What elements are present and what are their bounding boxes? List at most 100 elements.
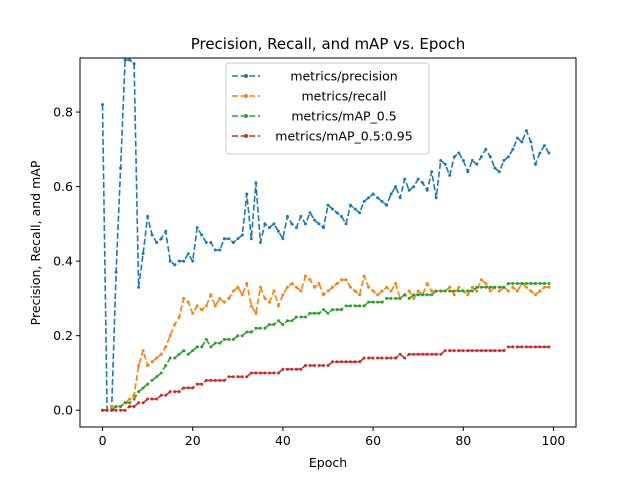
- data-point: [389, 192, 393, 196]
- data-point: [524, 129, 528, 133]
- data-point: [304, 222, 307, 226]
- data-point: [331, 308, 334, 312]
- data-point: [186, 352, 190, 356]
- data-point: [403, 293, 407, 297]
- legend-item: metrics/mAP_0.5: [232, 109, 397, 124]
- data-point: [276, 304, 280, 308]
- data-point: [394, 185, 398, 189]
- data-point: [186, 386, 190, 390]
- data-point: [254, 371, 258, 375]
- data-point: [502, 349, 506, 353]
- data-point: [141, 252, 145, 256]
- data-point: [479, 285, 483, 289]
- data-point: [168, 334, 172, 338]
- data-point: [457, 151, 461, 155]
- data-point: [542, 285, 546, 289]
- data-point: [299, 214, 303, 218]
- series-line: [102, 282, 549, 412]
- data-point: [439, 289, 443, 293]
- data-point: [200, 345, 204, 349]
- data-point: [547, 285, 551, 289]
- data-point: [326, 289, 330, 293]
- data-point: [344, 278, 348, 282]
- data-point: [200, 382, 204, 386]
- data-point: [542, 282, 546, 285]
- data-point: [506, 345, 510, 349]
- data-point: [159, 352, 163, 356]
- data-point: [466, 170, 470, 174]
- data-point: [191, 386, 195, 390]
- data-point: [128, 405, 132, 408]
- data-point: [281, 237, 285, 241]
- data-point: [434, 289, 438, 293]
- data-point: [177, 259, 181, 263]
- data-point: [182, 296, 186, 300]
- series-line: [102, 346, 549, 412]
- data-point: [186, 252, 190, 256]
- data-point: [542, 144, 546, 148]
- x-tick-label: 80: [455, 433, 471, 448]
- data-point: [132, 405, 136, 408]
- data-point: [249, 371, 253, 375]
- data-point: [340, 308, 343, 312]
- data-point: [263, 326, 267, 330]
- data-point: [150, 378, 154, 382]
- data-point: [497, 349, 501, 353]
- data-point: [425, 352, 429, 356]
- data-point: [101, 408, 104, 412]
- data-point: [448, 349, 452, 353]
- data-point: [272, 323, 276, 326]
- data-point: [349, 203, 352, 207]
- data-point: [290, 222, 294, 226]
- data-point: [322, 293, 325, 297]
- data-point: [335, 308, 339, 312]
- data-point: [240, 334, 244, 338]
- data-point: [479, 349, 483, 353]
- data-point: [132, 62, 136, 66]
- data-point: [218, 248, 222, 252]
- data-point: [538, 282, 542, 285]
- data-point: [204, 337, 208, 341]
- data-point: [353, 289, 357, 293]
- data-point: [475, 289, 479, 293]
- data-point: [403, 177, 407, 181]
- data-point: [488, 289, 492, 293]
- x-axis-label: Epoch: [309, 455, 347, 470]
- data-point: [533, 345, 537, 349]
- data-point: [475, 162, 479, 166]
- data-point: [326, 311, 330, 315]
- data-point: [146, 214, 150, 218]
- data-point: [533, 293, 537, 297]
- data-point: [227, 337, 231, 341]
- data-point: [141, 349, 145, 353]
- data-point: [380, 356, 384, 360]
- data-point: [542, 345, 546, 349]
- data-point: [380, 300, 384, 304]
- data-point: [371, 356, 375, 360]
- legend-label: metrics/recall: [301, 89, 386, 104]
- data-point: [430, 293, 434, 297]
- data-point: [349, 285, 352, 289]
- data-point: [110, 408, 114, 412]
- data-point: [263, 296, 267, 300]
- data-point: [335, 360, 339, 364]
- legend-item: metrics/precision: [232, 69, 398, 84]
- data-point: [137, 285, 141, 289]
- data-point: [132, 397, 136, 401]
- data-point: [506, 289, 510, 293]
- data-point: [335, 211, 339, 215]
- data-point: [276, 229, 280, 233]
- legend-label: metrics/mAP_0.5:0.95: [275, 129, 412, 144]
- data-point: [515, 345, 519, 349]
- data-point: [227, 296, 231, 300]
- data-point: [394, 356, 398, 360]
- data-point: [421, 181, 425, 185]
- data-point: [155, 397, 159, 401]
- data-point: [430, 170, 434, 174]
- data-point: [434, 352, 438, 356]
- data-point: [182, 349, 186, 353]
- data-point: [114, 405, 118, 408]
- data-point: [249, 304, 253, 308]
- data-point: [371, 300, 375, 304]
- data-point: [538, 151, 542, 155]
